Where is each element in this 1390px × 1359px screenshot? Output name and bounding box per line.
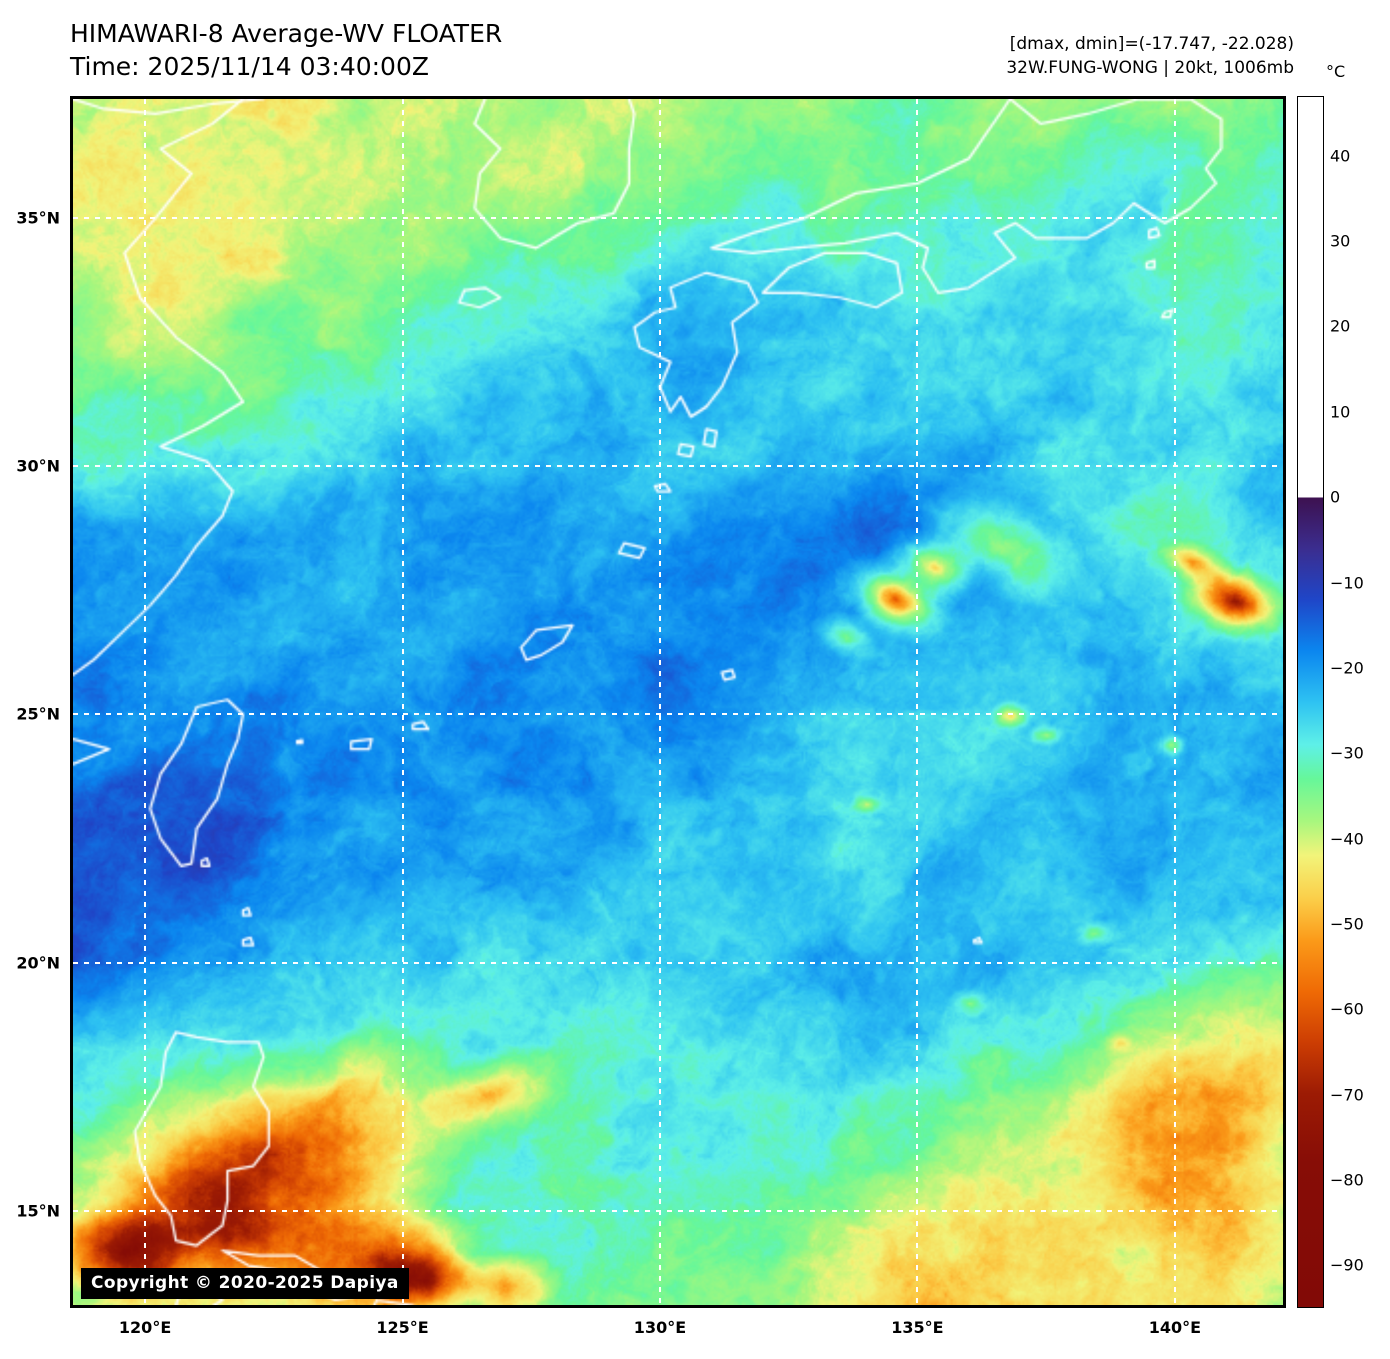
- lon-tick-140: 140°E: [1148, 1318, 1202, 1337]
- colorbar[interactable]: [1297, 96, 1324, 1308]
- colorbar-tick-10: 10: [1330, 402, 1351, 422]
- colorbar-tick-40: 40: [1330, 146, 1351, 166]
- lon-tick-135: 135°E: [891, 1318, 944, 1337]
- header-title-block: HIMAWARI-8 Average-WV FLOATER Time: 2025…: [70, 18, 502, 83]
- colorbar-tick--90: −90: [1330, 1255, 1364, 1275]
- colorbar-tick--70: −70: [1330, 1085, 1364, 1105]
- colorbar-tick-30: 30: [1330, 231, 1351, 251]
- lat-tick-15: 15°N: [16, 1201, 60, 1221]
- lat-tick-30: 30°N: [16, 456, 60, 476]
- colorbar-tick--60: −60: [1330, 999, 1364, 1019]
- satellite-map-frame[interactable]: Copyright © 2020-2025 Dapiya: [70, 96, 1286, 1308]
- colorbar-bar: [1297, 96, 1324, 1308]
- colorbar-tick-20: 20: [1330, 316, 1351, 336]
- colorbar-tick--30: −30: [1330, 743, 1364, 763]
- colorbar-tick-0: 0: [1330, 487, 1341, 507]
- colorbar-tick--10: −10: [1330, 573, 1364, 592]
- lon-tick-130: 130°E: [633, 1318, 687, 1337]
- colorbar-tick--50: −50: [1330, 914, 1364, 934]
- storm-info-label: 32W.FUNG-WONG | 20kt, 1006mb: [1006, 58, 1294, 79]
- colorbar-tick--20: −20: [1330, 658, 1364, 678]
- colorbar-tick--80: −80: [1330, 1170, 1364, 1190]
- satellite-imagery-canvas[interactable]: [73, 99, 1283, 1305]
- lat-tick-20: 20°N: [16, 953, 60, 973]
- lat-tick-35: 35°N: [16, 208, 60, 228]
- page-title: HIMAWARI-8 Average-WV FLOATER: [70, 19, 503, 48]
- data-range-label: [dmax, dmin]=(-17.747, -22.028): [1009, 34, 1294, 54]
- colorbar-tick--40: −40: [1330, 829, 1364, 849]
- lon-tick-120: 120°E: [118, 1318, 172, 1337]
- lon-tick-125: 125°E: [376, 1318, 429, 1337]
- lat-tick-25: 25°N: [16, 704, 60, 724]
- copyright-badge: Copyright © 2020-2025 Dapiya: [81, 1268, 409, 1299]
- timestamp-label: Time: 2025/11/14 03:40:00Z: [70, 51, 429, 81]
- colorbar-unit-label: °C: [1326, 62, 1346, 81]
- colorbar-gradient: [1298, 97, 1323, 1307]
- header-metadata-block: [dmax, dmin]=(-17.747, -22.028) 32W.FUNG…: [1006, 32, 1294, 80]
